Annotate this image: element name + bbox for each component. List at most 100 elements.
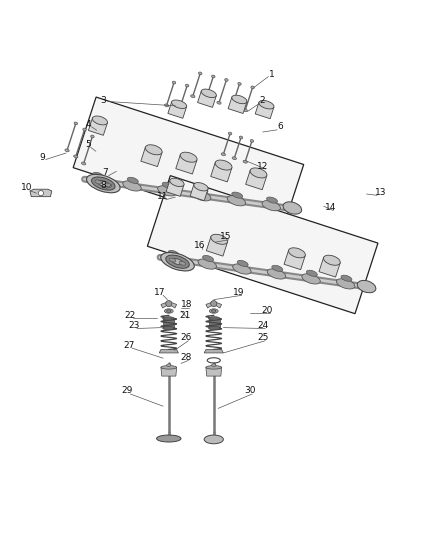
Ellipse shape [191,95,195,98]
Ellipse shape [243,160,247,163]
Ellipse shape [87,174,120,193]
Ellipse shape [198,72,202,75]
Text: 21: 21 [179,311,191,320]
Polygon shape [198,91,216,107]
Polygon shape [211,163,232,182]
Ellipse shape [145,145,162,155]
Text: 25: 25 [257,333,268,342]
Ellipse shape [81,162,86,165]
Ellipse shape [74,122,78,125]
Ellipse shape [162,326,174,330]
Ellipse shape [212,310,216,312]
Text: 20: 20 [261,305,273,314]
Ellipse shape [259,100,274,109]
Ellipse shape [209,309,218,313]
Text: 15: 15 [220,232,231,241]
Polygon shape [208,318,220,328]
Ellipse shape [204,98,208,101]
Ellipse shape [323,255,340,265]
Ellipse shape [164,309,173,313]
Polygon shape [204,350,223,353]
Ellipse shape [289,248,305,258]
Ellipse shape [92,172,103,179]
Text: 12: 12 [257,161,268,171]
Ellipse shape [168,251,179,256]
Text: 29: 29 [122,386,133,395]
Ellipse shape [158,186,176,196]
Ellipse shape [172,259,184,265]
Ellipse shape [250,168,267,178]
Text: 11: 11 [156,192,168,201]
Text: 5: 5 [85,140,91,149]
Ellipse shape [92,177,115,190]
Ellipse shape [212,75,215,78]
Polygon shape [168,102,187,118]
Ellipse shape [225,78,228,82]
Ellipse shape [97,180,109,187]
Polygon shape [159,350,178,353]
Ellipse shape [227,196,246,206]
Text: 13: 13 [375,188,386,197]
Polygon shape [228,97,247,114]
Polygon shape [246,170,267,190]
Ellipse shape [211,235,228,244]
Ellipse shape [162,317,174,320]
Text: 30: 30 [244,386,255,395]
Ellipse shape [91,135,94,138]
Ellipse shape [272,265,283,271]
Ellipse shape [166,301,172,306]
Ellipse shape [161,253,194,271]
Ellipse shape [165,104,169,107]
Ellipse shape [230,106,234,108]
Polygon shape [206,237,227,256]
Ellipse shape [203,255,214,262]
Polygon shape [161,367,177,376]
Text: 24: 24 [257,321,268,330]
Polygon shape [255,102,274,119]
Ellipse shape [208,326,220,330]
Text: 17: 17 [154,288,166,297]
Ellipse shape [357,280,376,293]
Ellipse shape [74,155,78,158]
Ellipse shape [179,261,186,265]
Polygon shape [141,147,162,167]
Text: 4: 4 [85,120,91,129]
Text: 2: 2 [260,96,265,105]
Ellipse shape [232,95,247,104]
Text: 7: 7 [102,168,108,177]
Ellipse shape [194,183,208,191]
Ellipse shape [251,86,254,88]
Ellipse shape [123,181,141,191]
Text: 14: 14 [325,203,336,212]
Text: 26: 26 [180,333,192,342]
Text: 10: 10 [21,183,33,192]
Ellipse shape [166,310,171,312]
Ellipse shape [206,366,222,369]
Polygon shape [176,155,197,174]
Text: 9: 9 [39,153,45,162]
Ellipse shape [201,89,216,98]
Polygon shape [161,302,169,308]
Ellipse shape [185,84,189,87]
Ellipse shape [156,435,181,442]
Ellipse shape [198,259,216,269]
Ellipse shape [127,177,138,183]
Text: 19: 19 [233,288,244,297]
Ellipse shape [92,116,107,125]
Ellipse shape [262,200,280,211]
Ellipse shape [212,364,216,367]
Ellipse shape [215,160,232,170]
Ellipse shape [172,100,187,109]
Ellipse shape [232,192,243,198]
Ellipse shape [177,107,182,110]
Ellipse shape [169,258,176,262]
Ellipse shape [204,435,223,444]
Ellipse shape [267,269,286,279]
Ellipse shape [217,101,221,104]
Ellipse shape [162,182,173,188]
Ellipse shape [283,202,302,214]
Polygon shape [190,184,208,201]
Ellipse shape [307,270,317,276]
Ellipse shape [239,136,243,139]
Ellipse shape [166,364,171,367]
